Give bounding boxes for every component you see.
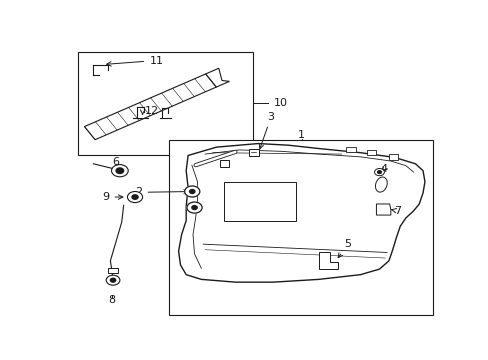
Text: 1: 1: [298, 130, 305, 140]
Circle shape: [116, 168, 123, 174]
Text: 6: 6: [112, 157, 120, 167]
Text: 8: 8: [108, 294, 115, 305]
Ellipse shape: [375, 177, 386, 192]
Circle shape: [111, 165, 128, 177]
Circle shape: [189, 190, 195, 193]
Circle shape: [374, 168, 384, 176]
Text: 3: 3: [259, 112, 274, 149]
Text: 12: 12: [144, 106, 158, 116]
Circle shape: [184, 186, 200, 197]
Circle shape: [132, 195, 138, 199]
Text: 4: 4: [380, 164, 387, 174]
Polygon shape: [376, 204, 390, 215]
Polygon shape: [318, 252, 337, 269]
Polygon shape: [224, 183, 296, 221]
Text: 9: 9: [102, 192, 122, 202]
Bar: [346, 147, 355, 152]
Text: 11: 11: [150, 56, 164, 66]
Text: 7: 7: [390, 206, 400, 216]
Bar: [388, 154, 397, 159]
Circle shape: [106, 275, 120, 285]
Polygon shape: [205, 68, 229, 87]
Circle shape: [110, 278, 116, 282]
Circle shape: [377, 171, 381, 174]
Polygon shape: [178, 144, 424, 282]
Text: 10: 10: [273, 98, 287, 108]
Text: 2: 2: [135, 187, 188, 197]
Bar: [108, 268, 117, 273]
Bar: [78, 51, 252, 156]
Circle shape: [127, 192, 142, 203]
Bar: [366, 150, 376, 156]
Bar: [220, 161, 229, 167]
Polygon shape: [84, 74, 216, 140]
Text: 5: 5: [338, 239, 351, 258]
Bar: [248, 149, 258, 156]
Circle shape: [186, 202, 202, 213]
Bar: [169, 140, 432, 315]
Circle shape: [191, 206, 197, 210]
